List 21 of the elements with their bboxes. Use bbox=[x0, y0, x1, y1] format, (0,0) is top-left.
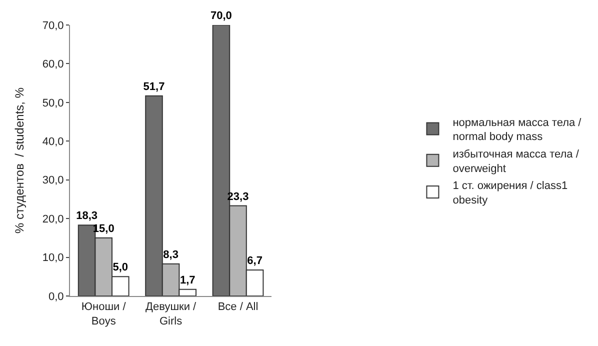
data-label: 70,0 bbox=[210, 10, 232, 22]
y-tick-label: 10,0 bbox=[42, 252, 64, 264]
y-tick-label: 30,0 bbox=[42, 174, 64, 187]
data-label: 18,3 bbox=[76, 210, 98, 222]
x-tick-label: Все / All bbox=[218, 301, 258, 314]
y-tick-label: 20,0 bbox=[42, 213, 64, 226]
data-label: 51,7 bbox=[143, 80, 165, 93]
data-label: 6,7 bbox=[247, 255, 262, 268]
legend-label: избыточная масса тела / overweight bbox=[452, 148, 580, 175]
y-tick-label: 70,0 bbox=[42, 20, 64, 32]
y-tick-label: 0,0 bbox=[48, 290, 64, 303]
x-tick-label: Юноши / Boys bbox=[81, 301, 127, 328]
y-tick-label: 50,0 bbox=[42, 97, 64, 110]
data-label: 8,3 bbox=[163, 248, 178, 261]
x-tick-label: Девушки / Girls bbox=[146, 301, 198, 328]
y-tick-label: 60,0 bbox=[42, 58, 64, 71]
data-label: 5,0 bbox=[112, 262, 128, 274]
y-axis-title: % студентов / students, % bbox=[12, 87, 27, 234]
legend-label: 1 ст. ожирения / class1 obesity bbox=[452, 180, 568, 206]
y-tick-label: 40,0 bbox=[42, 136, 64, 148]
data-label: 1,7 bbox=[180, 274, 196, 286]
